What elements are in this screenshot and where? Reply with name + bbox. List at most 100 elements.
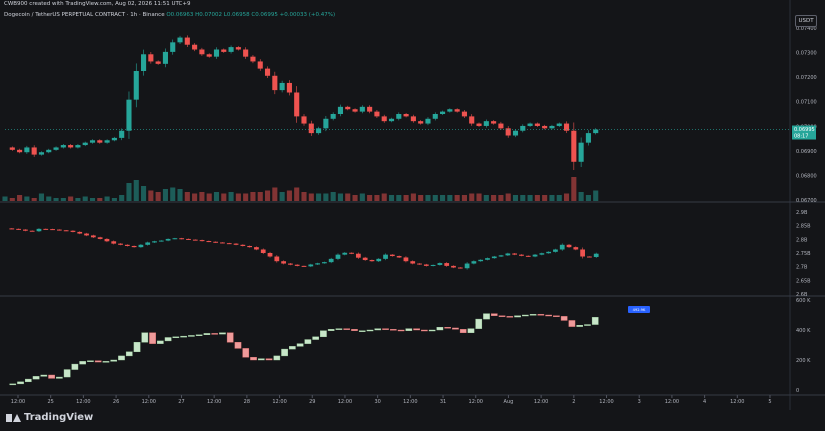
price-candle bbox=[68, 145, 74, 148]
volume-bar bbox=[563, 193, 570, 201]
y-tick-label: 0.07300 bbox=[796, 51, 817, 57]
indicator-candle bbox=[213, 241, 219, 243]
volume-bar bbox=[578, 192, 584, 201]
y-tick-label: 400 K bbox=[796, 328, 811, 334]
cumulative-candle bbox=[289, 346, 296, 350]
indicator-candle bbox=[301, 265, 307, 267]
cumulative-candle bbox=[490, 313, 498, 316]
x-tick-label: 12:00 bbox=[76, 399, 90, 405]
cumulative-candle bbox=[164, 337, 172, 342]
volume-bar bbox=[330, 192, 336, 201]
volume-bar bbox=[520, 195, 526, 201]
indicator-candle bbox=[118, 243, 123, 245]
indicator-candle bbox=[240, 244, 246, 246]
indicator-candle bbox=[342, 252, 348, 255]
volume-bar bbox=[505, 193, 511, 201]
indicator-candle bbox=[111, 241, 117, 244]
y-tick-label: 200 K bbox=[796, 358, 811, 364]
volume-bar bbox=[585, 195, 591, 201]
indicator-candle bbox=[403, 257, 409, 262]
x-tick-label: 5 bbox=[768, 399, 771, 405]
indicator-candle bbox=[546, 251, 552, 254]
price-candle bbox=[89, 140, 96, 143]
cumulative-candle bbox=[553, 315, 560, 317]
price-candle bbox=[359, 106, 365, 112]
price-candle bbox=[469, 116, 475, 124]
volume-bar bbox=[264, 190, 271, 201]
cumulative-candle bbox=[390, 329, 397, 331]
y-tick-label: 2.85B bbox=[796, 224, 811, 230]
volume-bar bbox=[31, 198, 37, 201]
indicator-candle bbox=[220, 242, 225, 244]
indicator-candle bbox=[9, 228, 15, 230]
x-tick-label: 2 bbox=[572, 399, 575, 405]
indicator-candle bbox=[451, 265, 456, 268]
cumulative-candle bbox=[506, 316, 514, 318]
volume-bar bbox=[461, 195, 467, 201]
y-tick-label: 0.07100 bbox=[796, 100, 817, 106]
indicator-candle bbox=[288, 263, 293, 265]
price-candle bbox=[505, 128, 511, 136]
cumulative-candle bbox=[250, 357, 257, 361]
price-candle bbox=[24, 147, 30, 153]
indicator-candle bbox=[158, 240, 164, 242]
cumulative-candle bbox=[452, 327, 459, 330]
cumulative-candle bbox=[335, 328, 343, 330]
indicator-candle bbox=[559, 244, 565, 250]
indicator-candle bbox=[471, 261, 477, 264]
cumulative-candle bbox=[24, 378, 32, 383]
price-candle bbox=[301, 116, 307, 124]
volume-bar bbox=[141, 186, 147, 201]
price-candle bbox=[534, 123, 540, 126]
price-candle bbox=[38, 152, 45, 155]
indicator-candle bbox=[532, 254, 538, 257]
volume-bar bbox=[155, 192, 161, 201]
cumulative-candle bbox=[568, 320, 576, 327]
price-candle bbox=[323, 118, 329, 129]
price-candle bbox=[97, 140, 103, 143]
volume-bar bbox=[476, 193, 482, 201]
indicator-candle bbox=[396, 256, 402, 258]
indicator-candle bbox=[138, 244, 144, 248]
price-candle bbox=[272, 75, 278, 91]
volume-bar bbox=[432, 195, 438, 201]
currency-selector[interactable]: USDT bbox=[795, 15, 817, 27]
price-candle bbox=[53, 147, 59, 150]
cumulative-candle bbox=[320, 330, 327, 338]
price-candle bbox=[141, 54, 147, 71]
volume-bar bbox=[359, 193, 365, 201]
price-candle bbox=[104, 140, 110, 143]
indicator-candle bbox=[369, 260, 375, 262]
volume-bar bbox=[119, 195, 125, 201]
y-tick-label: 2.75B bbox=[796, 251, 811, 257]
price-candle bbox=[148, 54, 154, 62]
volume-bar bbox=[126, 183, 132, 201]
cumulative-label-value: 492.9K bbox=[633, 308, 646, 312]
volume-bar bbox=[440, 195, 446, 201]
cumulative-candle bbox=[591, 317, 599, 325]
cumulative-candle bbox=[312, 336, 319, 340]
price-candle bbox=[549, 125, 555, 129]
volume-bar bbox=[425, 195, 431, 201]
y-tick-label: 600 K bbox=[796, 298, 811, 304]
attribution-text: CWB900 created with TradingView.com, Aug… bbox=[4, 1, 191, 7]
cumulative-label-tag bbox=[628, 306, 650, 313]
cumulative-candle bbox=[172, 336, 180, 339]
volume-bar bbox=[250, 192, 256, 201]
price-candle bbox=[571, 130, 577, 162]
indicator-candle bbox=[50, 229, 55, 231]
cumulative-candle bbox=[584, 324, 591, 326]
indicator-candle bbox=[553, 249, 558, 252]
indicator-candle bbox=[580, 249, 585, 257]
volume-bar bbox=[2, 196, 8, 201]
price-candle bbox=[17, 149, 23, 153]
price-candle bbox=[75, 145, 81, 148]
volume-bar bbox=[374, 195, 380, 201]
cumulative-candle bbox=[522, 314, 529, 317]
indicator-candle bbox=[124, 244, 130, 246]
indicator-candle bbox=[519, 254, 524, 256]
y-tick-label: 0.06700 bbox=[796, 198, 817, 204]
volume-bar bbox=[345, 193, 351, 201]
ohlc-values: O0.06963 H0.07002 L0.06958 C0.06995 +0.0… bbox=[166, 12, 336, 18]
